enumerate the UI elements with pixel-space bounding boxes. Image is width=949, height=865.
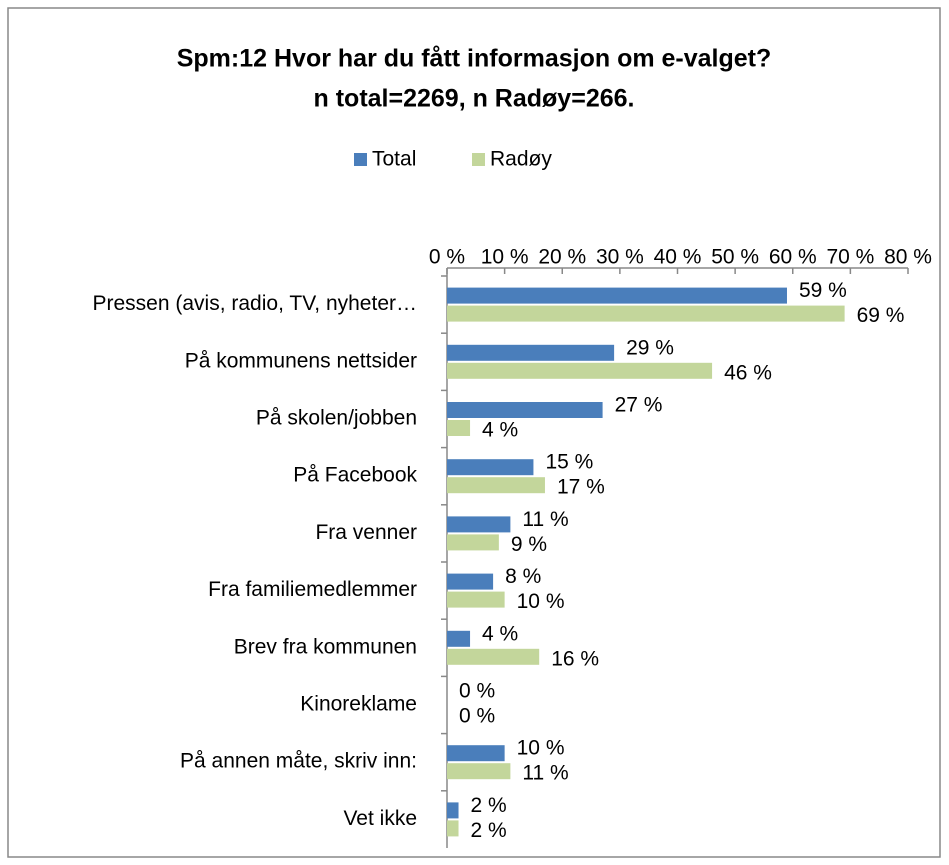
x-tick-label: 20 % (538, 246, 586, 269)
chart-border (7, 7, 941, 858)
legend-swatch (354, 153, 367, 166)
bar (447, 305, 845, 322)
data-label: 16 % (551, 647, 599, 670)
legend-swatch (472, 153, 485, 166)
data-label: 8 % (505, 565, 541, 588)
y-tick-label: Kinoreklame (300, 693, 417, 716)
x-tick-label: 50 % (711, 246, 759, 269)
bar (447, 573, 494, 590)
bar (447, 362, 713, 379)
x-tick-label: 0 % (429, 246, 465, 269)
x-tick-label: 30 % (596, 246, 644, 269)
bar (447, 820, 459, 837)
data-label: 10 % (517, 737, 565, 760)
bar (447, 459, 534, 476)
bar (447, 287, 787, 304)
y-tick-label: På annen måte, skriv inn: (180, 750, 417, 773)
chart-subtitle: n total=2269, n Radøy=266. (314, 85, 635, 113)
bar (447, 802, 459, 819)
bar (447, 763, 511, 780)
y-tick-label: Fra venner (315, 521, 417, 544)
bar (447, 648, 540, 665)
data-label: 2 % (471, 819, 507, 842)
data-label: 0 % (459, 680, 495, 703)
data-label: 29 % (626, 336, 674, 359)
data-label: 4 % (482, 419, 518, 442)
y-tick-label: På kommunens nettsider (185, 349, 417, 372)
data-label: 0 % (459, 705, 495, 728)
data-label: 10 % (517, 590, 565, 613)
bar (447, 344, 615, 361)
y-tick-label: På skolen/jobben (256, 407, 417, 430)
y-tick-label: Brev fra kommunen (234, 635, 417, 658)
data-label: 4 % (482, 622, 518, 645)
bar (447, 745, 505, 762)
bar (447, 477, 545, 494)
bar (447, 516, 511, 533)
data-label: 46 % (724, 361, 772, 384)
bar (447, 420, 471, 436)
data-label: 9 % (511, 533, 547, 556)
x-tick-label: 40 % (654, 246, 702, 269)
y-tick-label: Fra familiemedlemmer (208, 578, 417, 601)
x-tick-label: 60 % (769, 246, 817, 269)
bar (447, 630, 471, 647)
data-label: 17 % (557, 476, 605, 499)
chart-title: Spm:12 Hvor har du fått informasjon om e… (177, 45, 772, 73)
x-tick-label: 80 % (884, 246, 932, 269)
data-label: 15 % (545, 451, 593, 474)
bar (447, 402, 603, 418)
data-label: 2 % (471, 794, 507, 817)
data-label: 27 % (615, 394, 663, 417)
y-tick-label: Pressen (avis, radio, TV, nyheter… (93, 292, 418, 315)
data-label: 11 % (522, 508, 568, 531)
legend-label: Radøy (490, 148, 552, 171)
bar (447, 534, 499, 551)
x-tick-label: 10 % (481, 246, 529, 269)
data-label: 59 % (799, 279, 847, 302)
x-tick-label: 70 % (826, 246, 874, 269)
legend-label: Total (372, 148, 416, 171)
data-label: 69 % (857, 304, 905, 327)
data-label: 11 % (522, 762, 568, 785)
y-tick-label: Vet ikke (343, 807, 417, 830)
y-tick-label: På Facebook (293, 464, 417, 487)
bar (447, 591, 505, 608)
